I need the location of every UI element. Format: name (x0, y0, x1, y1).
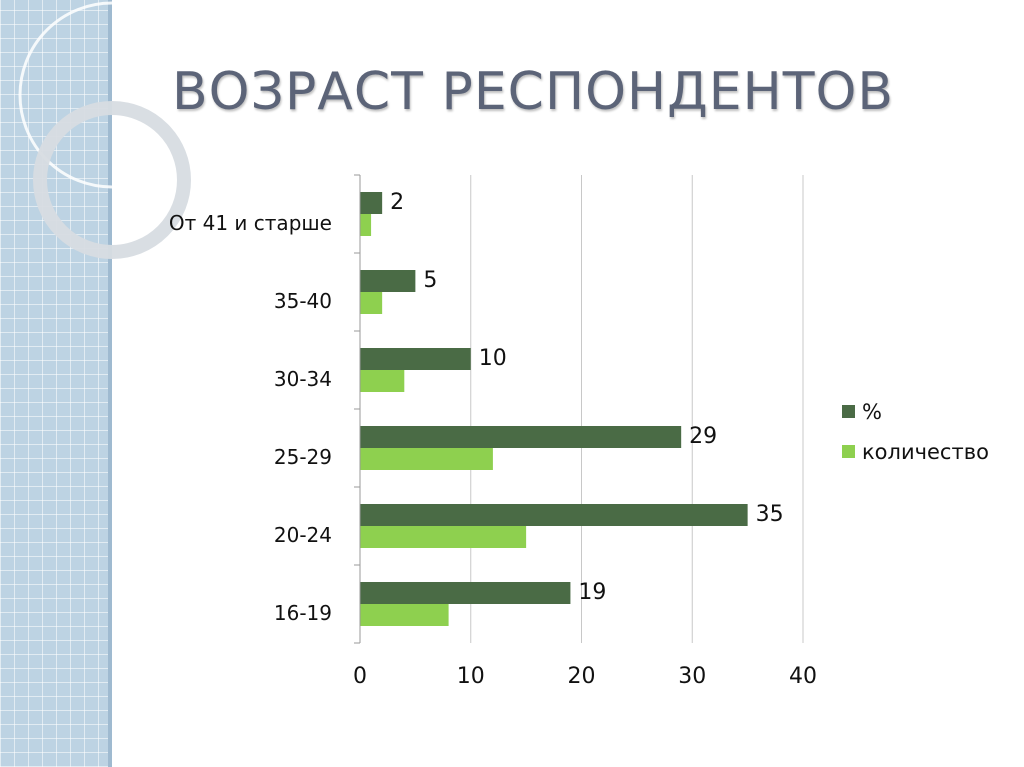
data-label: 19 (578, 580, 606, 605)
y-tick-label: 20-24 (274, 523, 332, 547)
chart-gridlines (470, 175, 804, 643)
bar-count (360, 370, 405, 392)
bar-percent (360, 426, 682, 448)
bar-count (360, 448, 493, 470)
chart-axes (354, 174, 361, 644)
y-tick-label: 16-19 (274, 601, 332, 625)
slide-title: ВОЗРАСТ РЕСПОНДЕНТОВ (172, 62, 895, 122)
data-label: 2 (390, 190, 404, 215)
side-band-edge (108, 0, 112, 767)
y-tick-label: 35-40 (274, 289, 332, 313)
y-tick-label: 25-29 (274, 445, 332, 469)
chart-legend: % количество (842, 400, 989, 464)
legend-label: количество (862, 440, 989, 464)
x-tick-label: 10 (457, 664, 485, 689)
bar-percent (360, 270, 416, 292)
x-tick-label: 40 (789, 664, 817, 689)
decorative-ring-small (33, 101, 191, 259)
bar-count (360, 526, 527, 548)
bar-percent (360, 582, 571, 604)
bar-count (360, 292, 383, 314)
bar-percent (360, 348, 471, 370)
x-tick-label: 20 (568, 664, 596, 689)
chart-bars (360, 192, 748, 626)
chart-labels: 0 10 20 30 40 19 16-19 35 20-24 29 25-29 10 30-34 5 35… (169, 190, 817, 689)
data-label: 35 (756, 502, 784, 527)
decorative-ring-large (18, 1, 206, 189)
data-label: 29 (689, 424, 717, 449)
y-tick-label: От 41 и старше (169, 211, 332, 235)
data-label: 10 (479, 346, 507, 371)
x-tick-label: 0 (353, 664, 367, 689)
x-tick-label: 30 (678, 664, 706, 689)
y-tick-label: 30-34 (274, 367, 332, 391)
bar-count (360, 214, 372, 236)
bar-count (360, 604, 449, 626)
legend-label: % (862, 400, 882, 424)
legend-swatch (842, 405, 855, 418)
legend-swatch (842, 445, 855, 458)
bar-percent (360, 504, 748, 526)
bar-percent (360, 192, 383, 214)
data-label: 5 (423, 268, 437, 293)
